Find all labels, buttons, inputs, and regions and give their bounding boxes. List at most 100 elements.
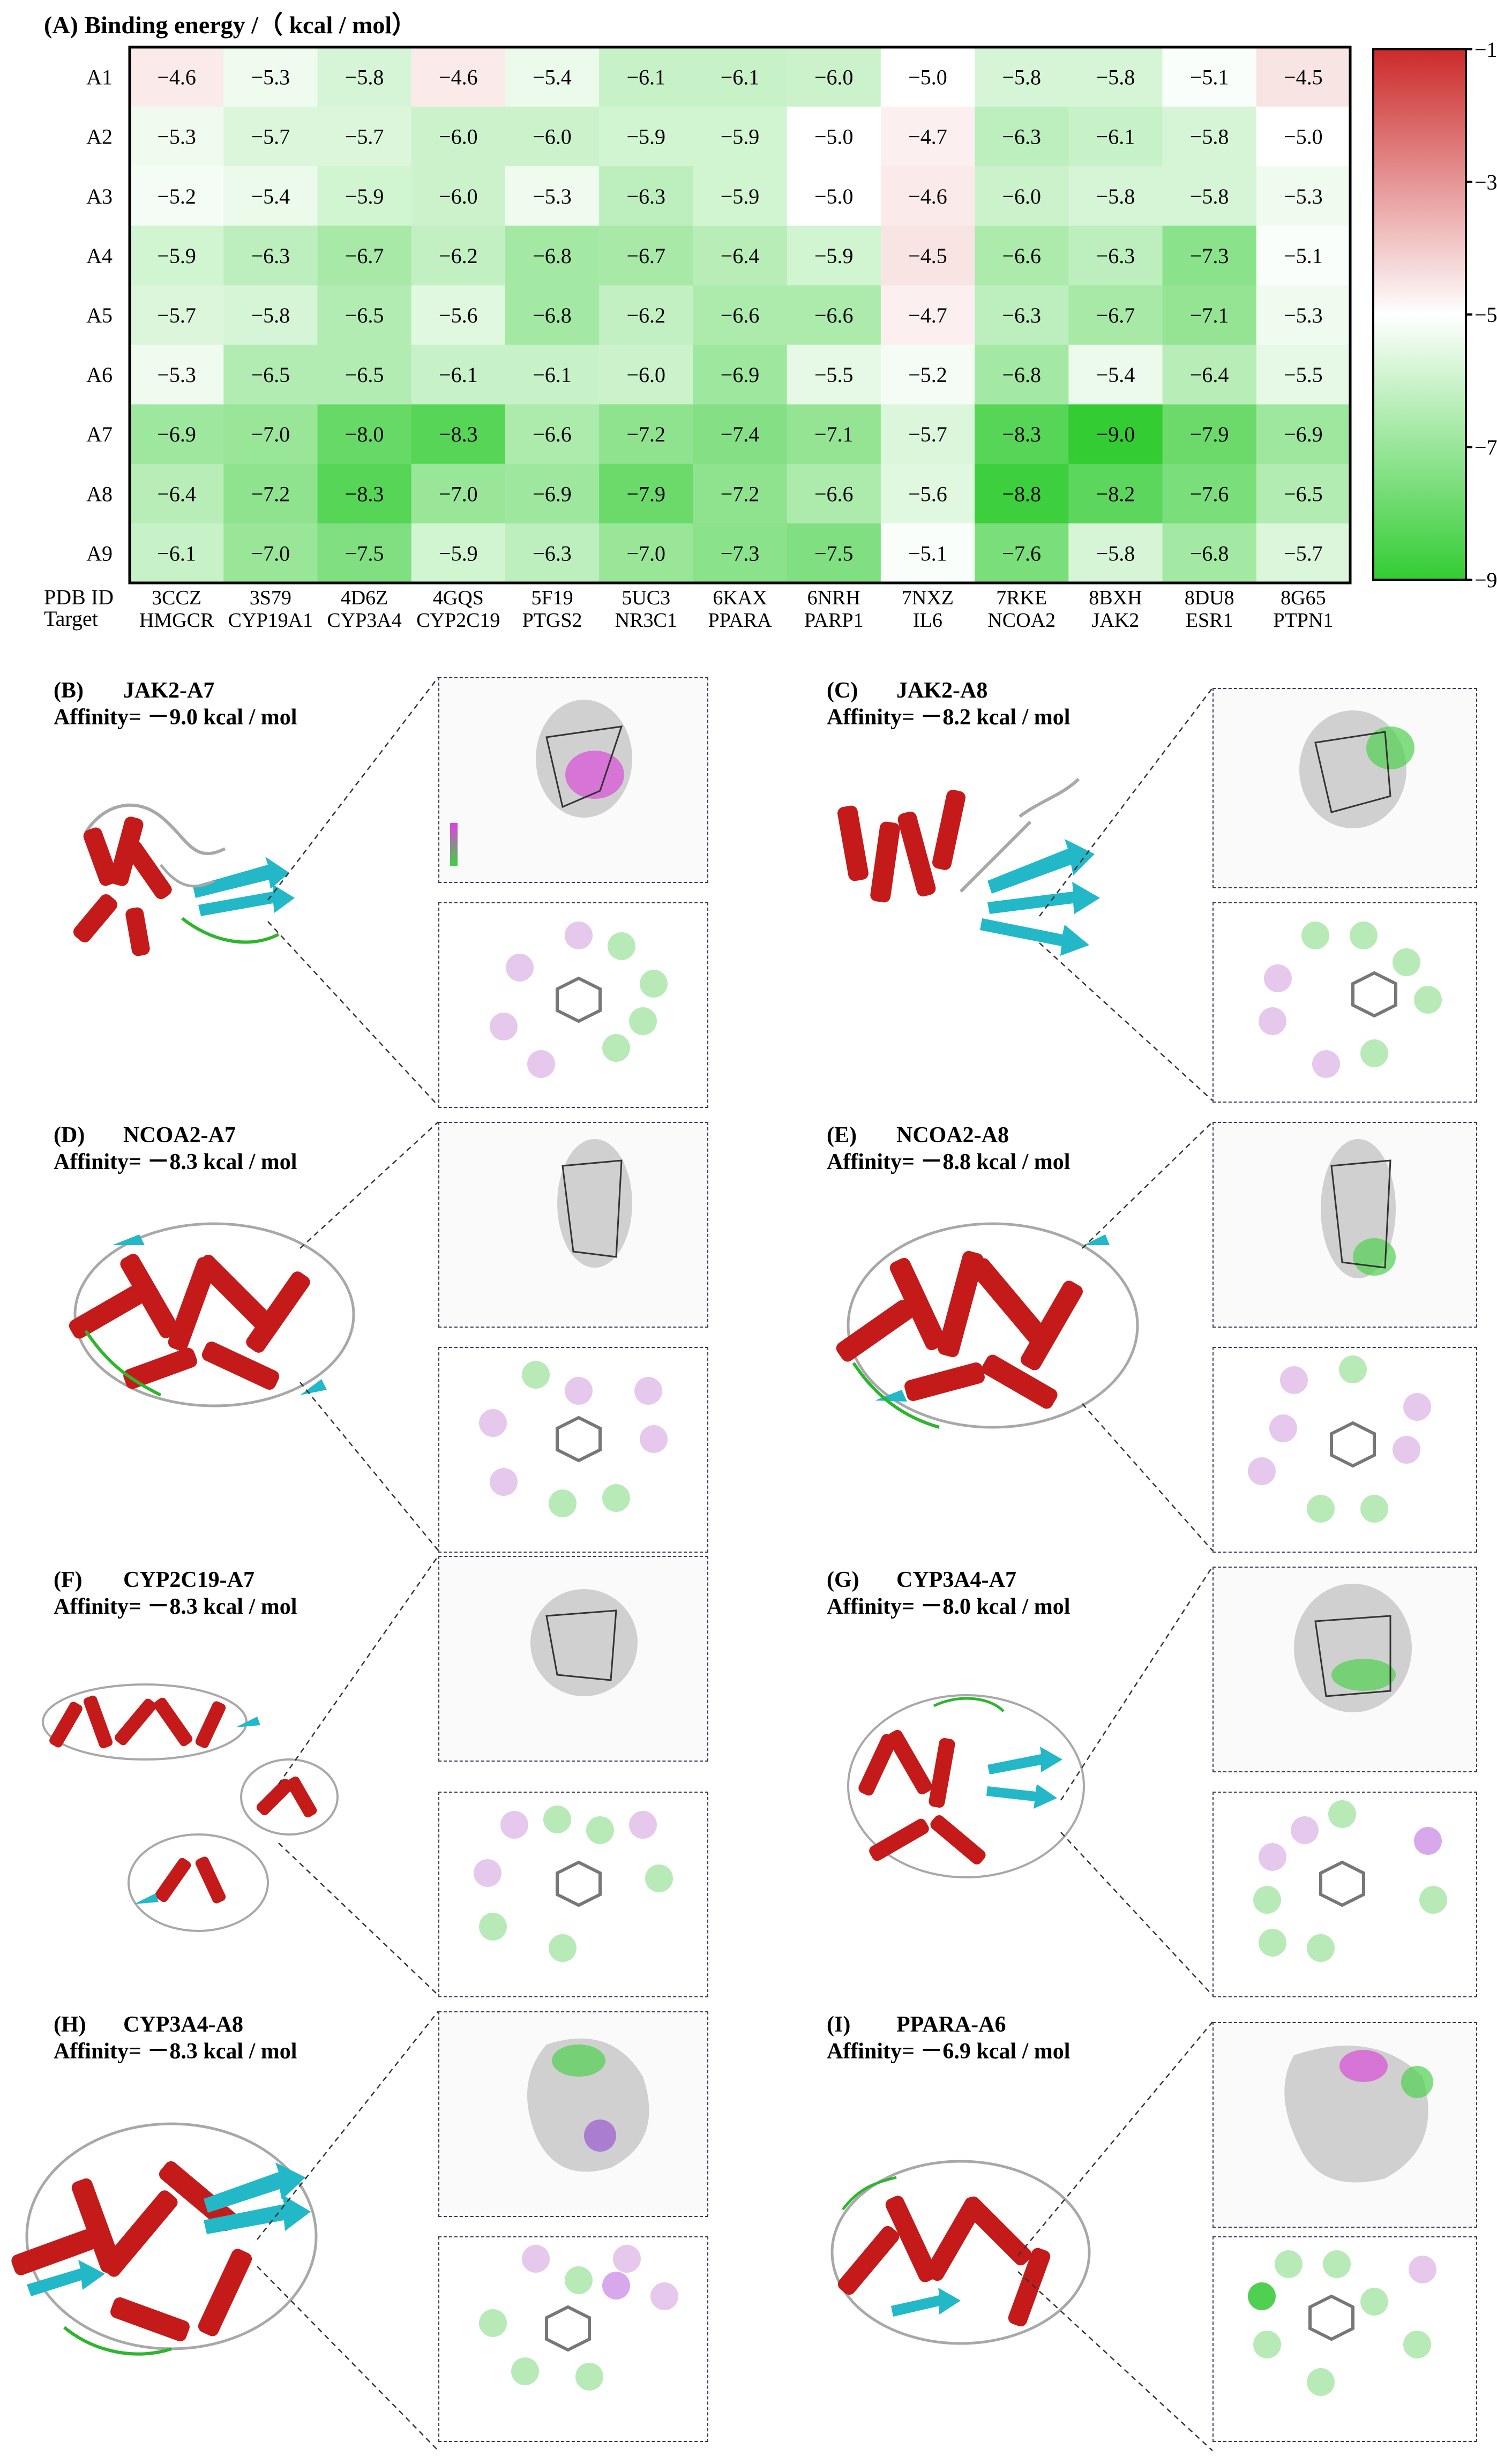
heatmap-cell <box>130 226 224 286</box>
heatmap-cell <box>1256 226 1351 286</box>
cell-value-label: −5.7 <box>345 125 384 149</box>
heatmap-cell <box>1256 285 1351 346</box>
cell-value-label: −5.3 <box>157 363 196 387</box>
pdb-id-tick-label: 4GQS <box>433 587 484 609</box>
panel-tag: (C) <box>827 678 858 703</box>
heatmap-cell <box>787 166 881 226</box>
interaction-diagram-image <box>1248 2250 1436 2396</box>
heatmap-frame <box>128 46 1352 585</box>
panel-g: (G) CYP3A4-A7 Affinity= －8.0 kcal / mol <box>827 1567 1486 1997</box>
heatmap-cell <box>787 463 881 524</box>
cell-value-label: −7.2 <box>251 482 290 506</box>
heatmap-cell <box>1162 107 1257 167</box>
heatmap-cell <box>130 166 224 226</box>
heatmap-cell <box>1068 523 1163 583</box>
heatmap-cell <box>1256 47 1351 107</box>
heatmap-cell <box>599 47 693 107</box>
heatmap-cell <box>130 285 224 346</box>
colorbar-tick-label: −7 <box>1474 436 1497 460</box>
cell-value-label: −6.1 <box>626 65 665 89</box>
row-label: A9 <box>86 541 113 565</box>
heatmap-cell <box>130 344 224 405</box>
cell-value-label: −5.6 <box>908 482 947 506</box>
interaction-diagram-box <box>438 2236 708 2442</box>
heatmap-cell <box>693 404 788 465</box>
heatmap-cell <box>880 47 975 107</box>
row-label: A8 <box>86 482 113 506</box>
cell-value-label: −5.9 <box>345 184 384 208</box>
cell-value-label: −6.3 <box>626 184 665 208</box>
protein-structure-image <box>836 1222 1139 1429</box>
cell-value-label: −8.8 <box>1002 482 1041 506</box>
affinity-label: Affinity= －8.3 kcal / mol <box>54 1594 297 1619</box>
cell-value-label: −4.6 <box>157 65 196 89</box>
interaction-diagram-box <box>438 1792 708 1997</box>
cell-value-label: −6.0 <box>626 363 665 387</box>
cell-value-label: −5.7 <box>1284 541 1323 565</box>
heatmap-cell <box>411 107 506 167</box>
protein-structure-image <box>69 1222 355 1407</box>
surface-pocket-image <box>1294 1584 1412 1712</box>
pdb-id-tick-label: 3CCZ <box>152 587 201 609</box>
protein-structure-image <box>837 777 1100 956</box>
interaction-diagram-box <box>1212 902 1477 1103</box>
heatmap-cell <box>505 226 600 286</box>
affinity-label: Affinity= －8.3 kcal / mol <box>54 1150 297 1174</box>
row-labels: A1 A2 A3 A4 A5 A6 A7 A8 A9 <box>86 65 113 566</box>
interaction-diagram-box <box>1212 1347 1477 1553</box>
cell-value-label: −6.6 <box>721 303 760 327</box>
cell-value-label: −5.8 <box>345 65 384 89</box>
cell-value-label: −5.6 <box>439 303 478 327</box>
cell-value-label: −6.4 <box>1190 363 1229 387</box>
cell-value-label: −6.5 <box>1284 482 1323 506</box>
pdb-id-tick-label: 7NXZ <box>902 587 954 609</box>
target-tick-label: PTPN1 <box>1273 609 1333 632</box>
heatmap-cell <box>599 344 693 405</box>
cell-value-label: −5.9 <box>814 244 854 268</box>
cell-value-label: −5.4 <box>251 184 290 208</box>
heatmap-cell <box>880 107 975 167</box>
affinity-label: Affinity= －6.9 kcal / mol <box>827 2039 1071 2064</box>
pdb-id-tick-label: 8G65 <box>1281 587 1326 609</box>
cell-value-label: −5.9 <box>439 541 478 565</box>
cell-value-label: −6.0 <box>533 125 572 149</box>
heatmap-cell <box>1256 107 1351 167</box>
cell-value-label: −5.0 <box>814 184 854 208</box>
surface-view-box <box>1212 1122 1477 1328</box>
cell-value-label: −6.6 <box>814 303 854 327</box>
heatmap-cell <box>880 523 975 583</box>
heatmap-cell <box>599 226 693 286</box>
heatmap-cell <box>317 107 412 167</box>
cell-value-label: −4.7 <box>908 303 947 327</box>
protein-structure-image <box>42 1683 339 1932</box>
heatmap-cell <box>599 404 693 465</box>
heatmap-cell <box>880 344 975 405</box>
cell-value-label: −5.0 <box>1284 125 1323 149</box>
heatmap-cell <box>1068 463 1163 524</box>
heatmap-cell <box>1256 463 1351 524</box>
heatmap-cell <box>880 285 975 346</box>
pdb-id-tick-label: 8DU8 <box>1185 587 1234 609</box>
surface-view-box <box>438 1556 708 1762</box>
cell-value-label: −6.4 <box>157 482 196 506</box>
row-label: A5 <box>86 303 113 327</box>
colorbar <box>1372 48 1467 581</box>
heatmap-cell <box>693 226 788 286</box>
cell-value-label: −7.0 <box>439 482 478 506</box>
cell-value-label: −5.7 <box>251 125 290 149</box>
heatmap-cell <box>787 285 881 346</box>
cell-value-label: −6.1 <box>1096 125 1135 149</box>
heatmap-cell <box>787 47 881 107</box>
heatmap-cell <box>1068 47 1163 107</box>
interaction-diagram-image <box>490 922 668 1078</box>
heatmap-cell <box>1068 166 1163 226</box>
colorbar-tick-label: −9 <box>1474 568 1497 592</box>
cell-value-label: −8.3 <box>345 482 384 506</box>
cell-value-label: −5.4 <box>533 65 572 89</box>
heatmap-cell <box>130 463 224 524</box>
cell-value-label: −4.6 <box>439 65 478 89</box>
heatmap-cell <box>223 226 318 286</box>
cell-value-label: −6.6 <box>1002 244 1041 268</box>
cell-value-label: −5.4 <box>1096 363 1135 387</box>
